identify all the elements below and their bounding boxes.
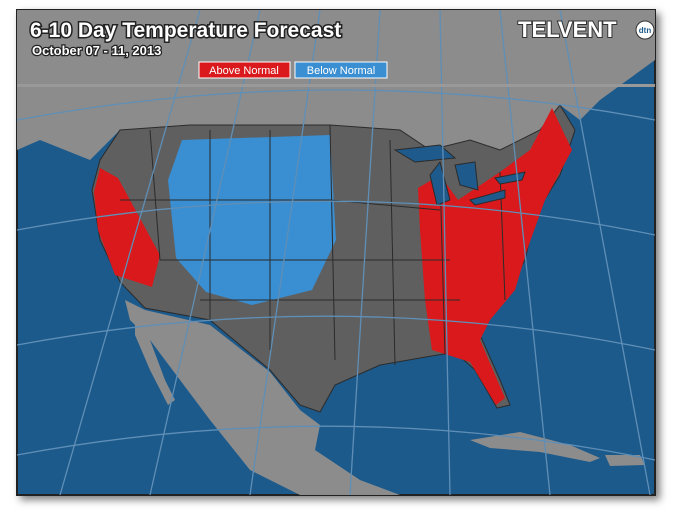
mexico <box>125 300 400 495</box>
legend-swatch <box>294 61 388 79</box>
header-rule <box>17 84 655 87</box>
state-borders <box>120 124 506 366</box>
latitude-lines <box>17 89 655 461</box>
legend-swatch <box>198 61 291 79</box>
map-subtitle: October 07 - 11, 2013 <box>32 43 161 58</box>
above-normal-west <box>94 168 160 287</box>
logo-badge <box>635 20 655 40</box>
cuba <box>470 432 600 462</box>
map-title: 6-10 Day Temperature Forecast <box>30 19 341 42</box>
baja <box>135 315 175 405</box>
above-normal-east <box>418 108 572 405</box>
legend-label: Below Normal <box>307 65 375 77</box>
hispaniola <box>605 455 645 466</box>
logo-text: TELVENT <box>518 17 617 42</box>
logo-badge-text: dtn <box>639 26 652 35</box>
longitude-lines <box>59 10 651 495</box>
legend-label: Above Normal <box>209 65 279 77</box>
great-lakes <box>393 144 526 206</box>
